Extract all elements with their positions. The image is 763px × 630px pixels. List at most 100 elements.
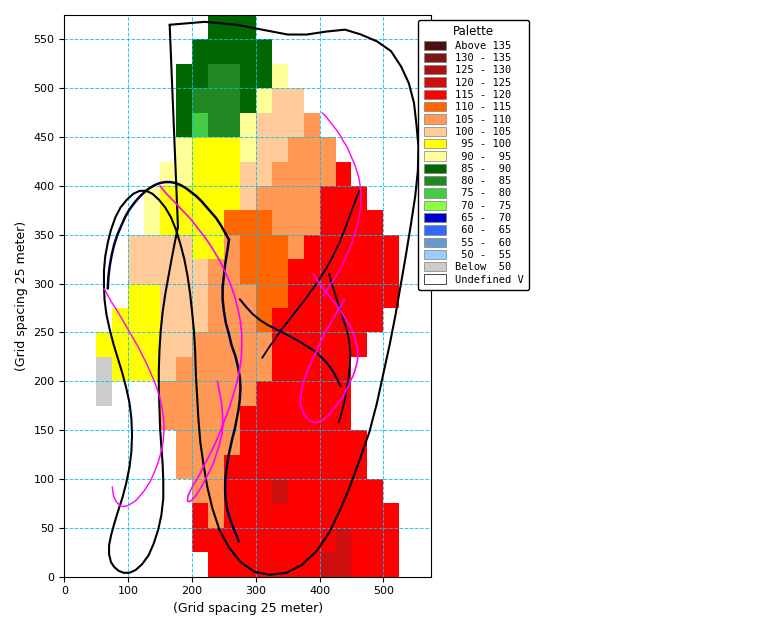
- Bar: [304, 503, 320, 528]
- Bar: [176, 308, 192, 333]
- Bar: [288, 479, 304, 503]
- Bar: [240, 40, 256, 64]
- Bar: [288, 235, 304, 259]
- Bar: [272, 284, 288, 308]
- Bar: [304, 528, 320, 553]
- Bar: [256, 528, 272, 553]
- Bar: [383, 259, 399, 284]
- Bar: [240, 64, 256, 88]
- Bar: [176, 333, 192, 357]
- Bar: [176, 210, 192, 235]
- Bar: [336, 455, 352, 479]
- Bar: [240, 503, 256, 528]
- Bar: [240, 113, 256, 137]
- Bar: [192, 235, 208, 259]
- Bar: [192, 64, 208, 88]
- Bar: [144, 308, 160, 333]
- Bar: [304, 308, 320, 333]
- Bar: [240, 430, 256, 455]
- Bar: [352, 284, 368, 308]
- Bar: [176, 430, 192, 455]
- Bar: [336, 308, 352, 333]
- Bar: [192, 40, 208, 64]
- Bar: [208, 259, 224, 284]
- Bar: [160, 357, 176, 381]
- Bar: [288, 284, 304, 308]
- Bar: [320, 308, 336, 333]
- Bar: [383, 528, 399, 553]
- Bar: [368, 259, 383, 284]
- Bar: [128, 235, 144, 259]
- Bar: [128, 259, 144, 284]
- Bar: [304, 137, 320, 161]
- Bar: [288, 161, 304, 186]
- Bar: [383, 259, 399, 284]
- Bar: [352, 284, 368, 308]
- Bar: [256, 186, 272, 210]
- Bar: [256, 503, 272, 528]
- Bar: [240, 161, 256, 186]
- Bar: [192, 210, 208, 235]
- Bar: [272, 503, 288, 528]
- Bar: [176, 64, 192, 88]
- Bar: [128, 235, 144, 259]
- Bar: [320, 308, 336, 333]
- Bar: [304, 186, 320, 210]
- Bar: [256, 381, 272, 406]
- Bar: [128, 357, 144, 381]
- Bar: [208, 113, 224, 137]
- Bar: [336, 333, 352, 357]
- Bar: [336, 479, 352, 503]
- Bar: [272, 259, 288, 284]
- Bar: [144, 259, 160, 284]
- Bar: [288, 308, 304, 333]
- Legend: Above 135, 130 - 135, 125 - 130, 120 - 125, 115 - 120, 110 - 115, 105 - 110, 100: Above 135, 130 - 135, 125 - 130, 120 - 1…: [418, 20, 529, 290]
- Bar: [224, 479, 240, 503]
- Bar: [352, 333, 368, 357]
- Bar: [288, 113, 304, 137]
- Bar: [352, 553, 368, 576]
- Bar: [336, 406, 352, 430]
- Bar: [368, 235, 383, 259]
- Bar: [208, 210, 224, 235]
- Bar: [160, 308, 176, 333]
- Bar: [208, 137, 224, 161]
- Bar: [128, 333, 144, 357]
- Bar: [144, 259, 160, 284]
- Bar: [256, 88, 272, 113]
- Bar: [352, 503, 368, 528]
- Bar: [304, 430, 320, 455]
- Bar: [208, 88, 224, 113]
- Bar: [256, 308, 272, 333]
- Bar: [208, 210, 224, 235]
- Bar: [240, 88, 256, 113]
- Bar: [272, 210, 288, 235]
- Bar: [320, 186, 336, 210]
- Bar: [256, 381, 272, 406]
- Bar: [208, 40, 224, 64]
- Bar: [336, 186, 352, 210]
- Bar: [176, 137, 192, 161]
- Bar: [224, 210, 240, 235]
- Bar: [336, 186, 352, 210]
- Bar: [336, 333, 352, 357]
- Bar: [352, 259, 368, 284]
- Bar: [176, 284, 192, 308]
- Bar: [288, 430, 304, 455]
- Bar: [192, 455, 208, 479]
- Bar: [192, 186, 208, 210]
- Bar: [160, 357, 176, 381]
- Bar: [272, 259, 288, 284]
- Bar: [112, 333, 128, 357]
- Bar: [304, 161, 320, 186]
- Bar: [320, 357, 336, 381]
- Bar: [304, 430, 320, 455]
- Bar: [224, 64, 240, 88]
- Bar: [272, 113, 288, 137]
- Bar: [144, 357, 160, 381]
- Bar: [304, 455, 320, 479]
- Bar: [240, 15, 256, 40]
- Bar: [224, 381, 240, 406]
- Bar: [336, 161, 352, 186]
- Bar: [383, 528, 399, 553]
